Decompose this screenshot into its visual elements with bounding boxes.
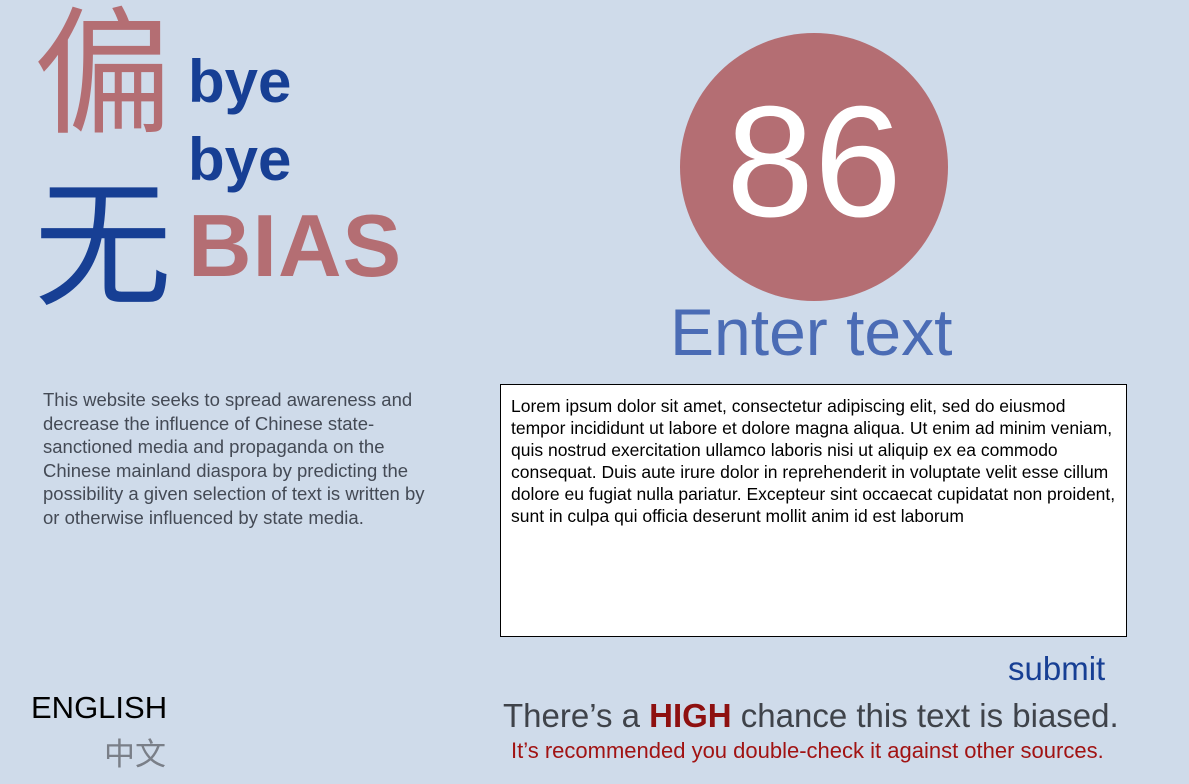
language-english-link[interactable]: ENGLISH: [31, 690, 168, 725]
logo-bias: BIAS: [188, 196, 403, 295]
bias-score-value: 86: [726, 74, 902, 250]
logo-bye-1: bye: [188, 48, 292, 115]
result-suffix: chance this text is biased.: [731, 697, 1119, 734]
enter-text-heading: Enter text: [670, 295, 953, 369]
bias-score-circle: 86: [680, 33, 948, 301]
result-message: There’s a HIGH chance this text is biase…: [503, 697, 1119, 735]
logo-char-bias: 偏: [34, 0, 173, 155]
result-level: HIGH: [649, 697, 732, 734]
result-prefix: There’s a: [503, 697, 650, 734]
logo-char-none: 无: [34, 166, 173, 327]
text-input[interactable]: Lorem ipsum dolor sit amet, consectetur …: [500, 384, 1127, 637]
result-recommendation: It’s recommended you double-check it aga…: [511, 738, 1104, 763]
language-chinese-link[interactable]: 中文: [104, 737, 166, 773]
site-description: This website seeks to spread awareness a…: [43, 389, 425, 528]
logo-bye-2: bye: [188, 126, 292, 193]
submit-button[interactable]: submit: [1008, 650, 1106, 687]
